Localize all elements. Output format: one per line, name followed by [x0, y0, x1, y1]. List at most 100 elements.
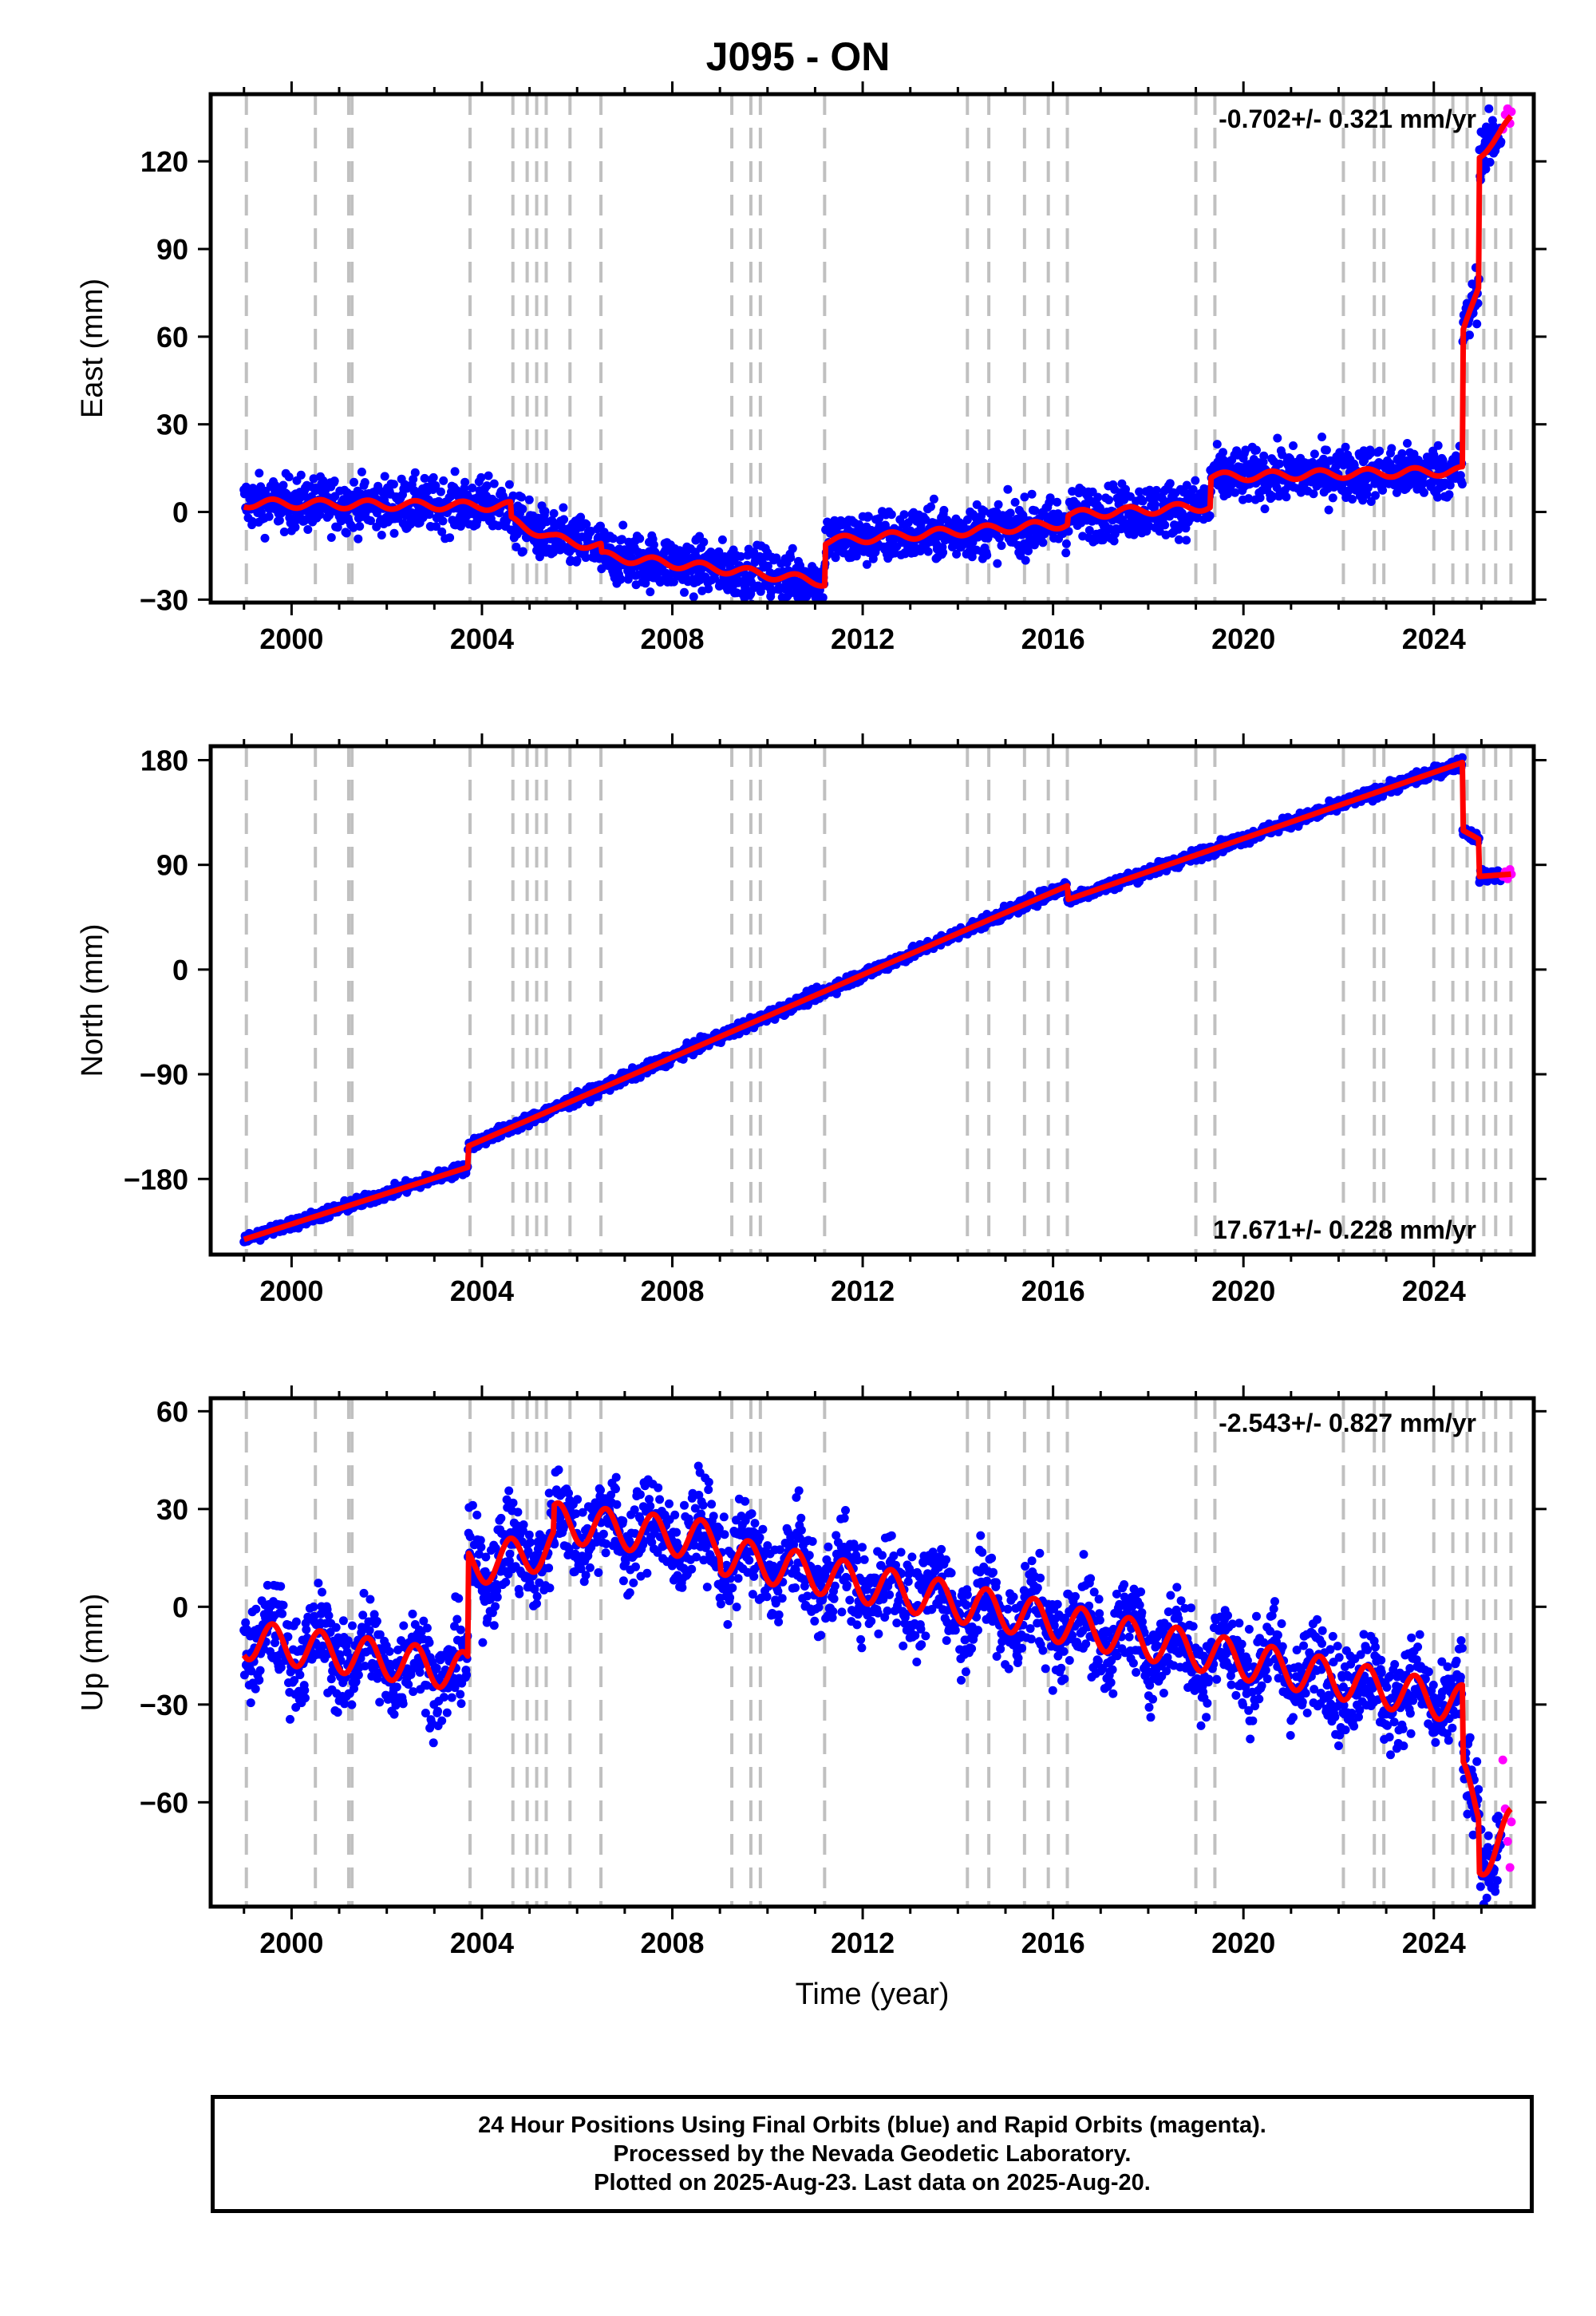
- data-point: [1472, 319, 1482, 329]
- data-point: [333, 523, 342, 532]
- data-point: [1387, 444, 1396, 453]
- data-point: [1138, 496, 1148, 506]
- data-point: [646, 587, 655, 597]
- data-point: [1363, 483, 1373, 492]
- figure: 2000 2004 2008 2012 2016 2020 2024−30030609012…: [76, 81, 1547, 2011]
- data-point: [1053, 497, 1062, 507]
- data-point: [518, 504, 527, 514]
- data-point: [389, 480, 398, 489]
- data-point: [830, 516, 839, 525]
- model-line: [242, 759, 1513, 1243]
- data-point: [1433, 441, 1443, 450]
- data-point: [1255, 493, 1265, 503]
- data-point: [342, 528, 351, 538]
- data-point: [763, 561, 772, 571]
- data-point: [429, 472, 438, 482]
- x-tick-label: 2016: [1021, 622, 1085, 655]
- data-point: [994, 533, 1004, 543]
- data-point: [1438, 456, 1448, 465]
- data-point: [360, 478, 369, 487]
- data-point: [518, 547, 527, 556]
- data-point: [1496, 137, 1506, 147]
- data-point: [1030, 506, 1040, 516]
- data-point: [420, 473, 429, 483]
- data-point: [649, 540, 658, 550]
- data-point: [1366, 449, 1376, 458]
- data-point: [1252, 445, 1261, 455]
- data-point: [489, 479, 499, 488]
- y-tick-label: 0: [172, 496, 188, 529]
- data-point: [1317, 433, 1326, 441]
- data-point: [357, 467, 366, 476]
- data-point: [1020, 492, 1029, 502]
- data-point: [559, 503, 568, 512]
- data-point: [524, 495, 534, 504]
- data-point: [309, 474, 318, 484]
- data-point: [1005, 508, 1015, 518]
- data-point: [1024, 546, 1033, 555]
- data-point: [1010, 497, 1020, 507]
- data-point: [1403, 439, 1412, 448]
- data-point: [366, 516, 375, 525]
- y-tick-label: 60: [156, 321, 188, 354]
- data-point: [887, 510, 896, 520]
- plot-area: [239, 746, 1516, 1255]
- data-point: [389, 528, 399, 538]
- data-point: [1038, 538, 1048, 547]
- model-line: [242, 114, 1513, 589]
- data-point: [1457, 480, 1467, 489]
- data-point: [1160, 520, 1170, 530]
- data-point: [1259, 451, 1269, 460]
- data-point: [1444, 490, 1454, 500]
- data-point: [699, 537, 709, 547]
- data-point: [863, 512, 873, 521]
- data-point: [818, 593, 828, 603]
- x-tick-label: 2004: [450, 622, 514, 655]
- data-point: [1419, 478, 1428, 488]
- y-tick-label: 30: [156, 409, 188, 441]
- data-point: [689, 592, 698, 602]
- data-point: [508, 491, 518, 500]
- data-point: [899, 510, 909, 520]
- data-point: [559, 515, 569, 524]
- data-point: [680, 587, 689, 597]
- data-point: [1278, 450, 1287, 460]
- data-point: [982, 551, 992, 560]
- data-point: [1231, 488, 1240, 497]
- data-point: [784, 589, 794, 599]
- plot-frame: [208, 744, 1536, 1257]
- data-point: [1282, 492, 1291, 502]
- data-point: [616, 575, 626, 584]
- data-point: [409, 475, 418, 484]
- data-point: [484, 471, 493, 480]
- data-point: [1061, 539, 1071, 548]
- data-point: [923, 547, 933, 556]
- x-tick-label: 2012: [831, 622, 895, 655]
- x-tick-label: 2008: [640, 622, 704, 655]
- data-point: [967, 552, 977, 562]
- data-point: [926, 502, 935, 512]
- data-point: [993, 559, 1002, 568]
- data-point: [618, 520, 628, 530]
- data-point: [736, 551, 745, 561]
- data-point: [617, 535, 626, 544]
- data-point: [432, 522, 440, 532]
- data-point: [255, 468, 264, 478]
- data-point: [460, 477, 470, 487]
- data-point: [354, 534, 363, 543]
- data-point: [1429, 450, 1439, 460]
- data-point: [1465, 330, 1474, 340]
- data-point: [476, 472, 486, 482]
- data-point: [1260, 504, 1270, 514]
- data-point: [436, 487, 445, 496]
- data-point: [1182, 536, 1191, 545]
- data-point: [686, 567, 696, 575]
- data-point: [832, 989, 841, 998]
- data-point: [330, 476, 339, 486]
- data-point: [279, 480, 288, 490]
- data-point: [1321, 445, 1331, 455]
- data-point: [438, 516, 448, 526]
- data-point: [1152, 485, 1161, 495]
- data-point: [326, 533, 336, 542]
- data-point: [706, 547, 716, 557]
